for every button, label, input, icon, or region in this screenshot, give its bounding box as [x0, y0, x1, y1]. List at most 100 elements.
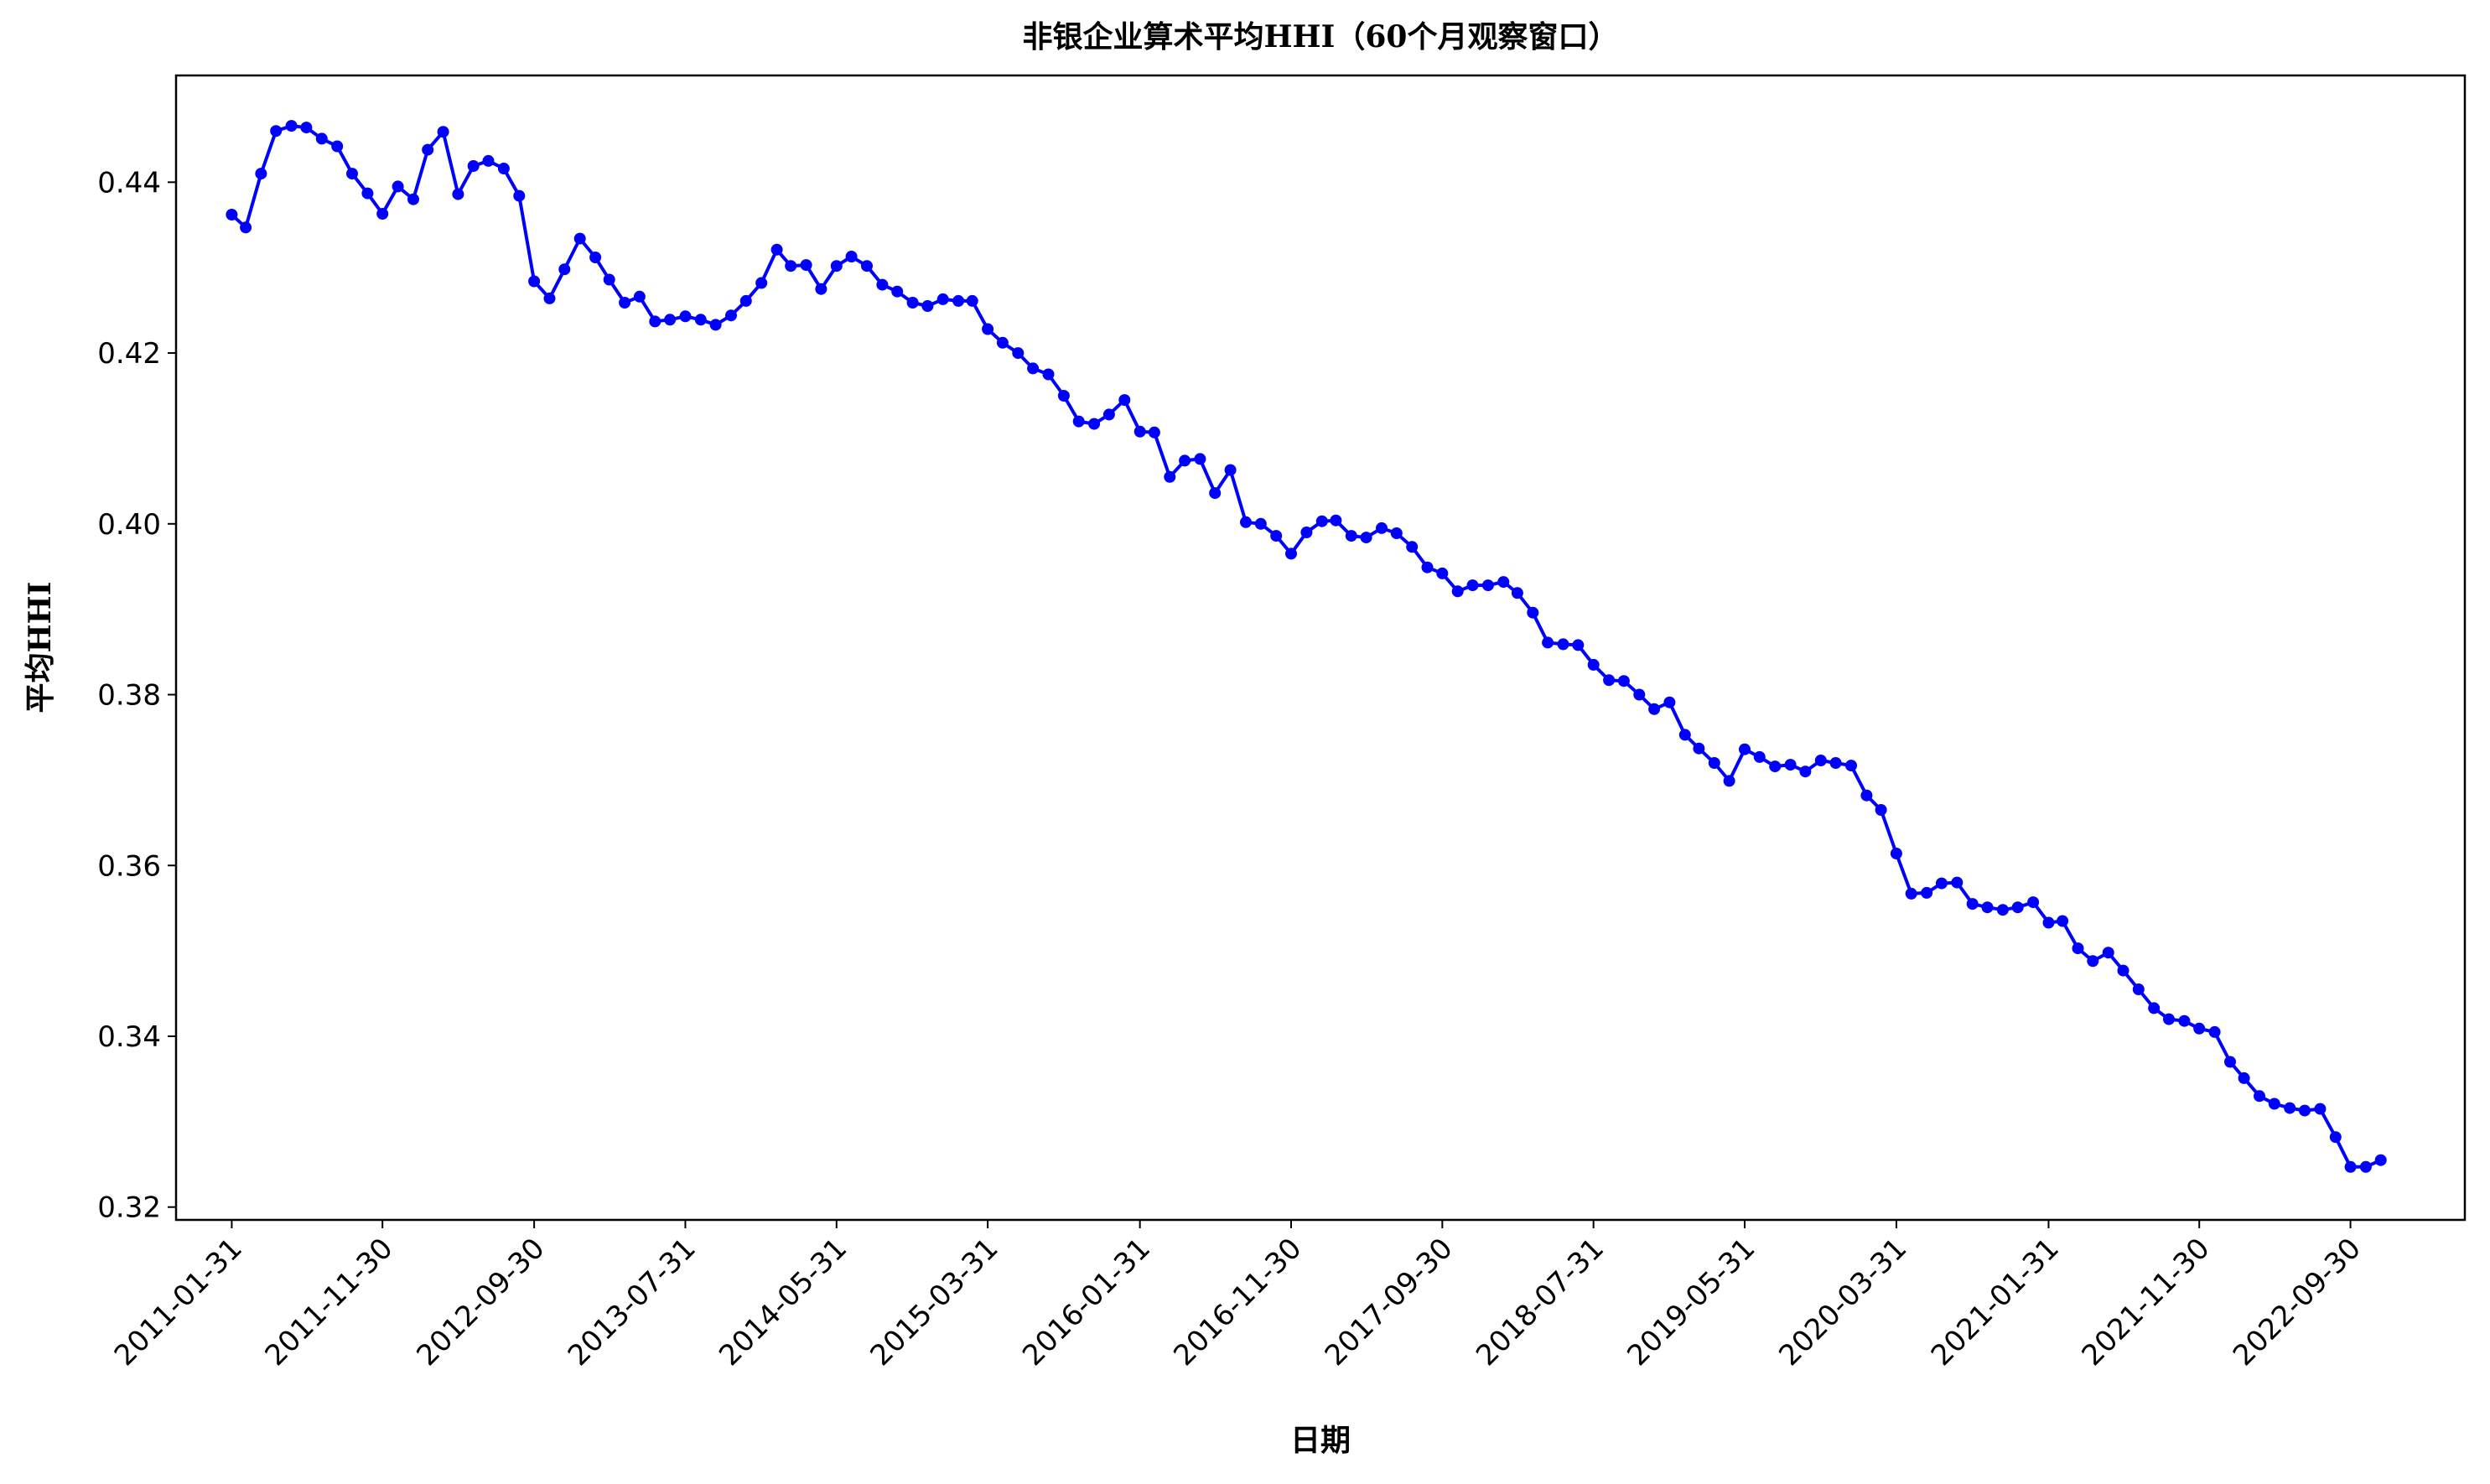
data-point — [1527, 606, 1539, 619]
data-point — [906, 297, 919, 309]
data-point — [300, 122, 313, 134]
data-point — [1451, 585, 1464, 598]
data-point — [1860, 789, 1873, 802]
data-point — [255, 168, 267, 180]
data-point — [1981, 901, 1994, 914]
data-point — [346, 168, 358, 180]
data-point — [603, 273, 615, 286]
data-point — [845, 251, 858, 262]
y-tick-label: 0.36 — [97, 849, 161, 883]
data-point — [1164, 470, 1176, 483]
data-point — [1133, 425, 1146, 438]
data-point — [1935, 877, 1948, 890]
data-point — [2208, 1025, 2221, 1038]
data-point — [830, 260, 843, 272]
data-point — [1057, 390, 1070, 402]
data-point — [1042, 368, 1055, 381]
data-point — [1905, 887, 1917, 900]
data-point — [966, 294, 978, 307]
data-point — [876, 278, 889, 291]
data-point — [226, 209, 238, 221]
data-point — [1723, 775, 1735, 787]
data-point — [1254, 517, 1267, 530]
data-point — [2087, 955, 2099, 968]
data-point — [1345, 530, 1357, 542]
data-point — [1088, 418, 1101, 430]
data-point — [2148, 1002, 2161, 1014]
data-point — [2224, 1056, 2236, 1068]
data-point — [1951, 876, 1963, 889]
data-point — [2163, 1013, 2175, 1025]
data-point — [513, 189, 526, 202]
data-point — [1376, 521, 1388, 534]
data-point — [1511, 587, 1523, 599]
data-point — [558, 263, 571, 276]
data-point — [285, 120, 298, 132]
data-point — [1708, 757, 1720, 769]
data-point — [1179, 454, 1191, 467]
data-point — [2238, 1071, 2250, 1084]
data-point — [1587, 658, 1600, 671]
data-point — [392, 180, 404, 193]
data-point — [921, 300, 934, 312]
data-point — [1102, 408, 1115, 421]
data-point — [1799, 765, 1812, 778]
data-point — [1224, 464, 1237, 476]
data-point — [2011, 901, 2024, 914]
data-point — [573, 232, 586, 245]
data-point — [664, 314, 677, 326]
data-point — [467, 160, 480, 172]
data-point — [1890, 848, 1902, 859]
data-point — [1390, 527, 1403, 539]
x-axis-title: 日期 — [1290, 1423, 1351, 1458]
data-point — [1436, 567, 1449, 579]
data-point — [982, 323, 994, 335]
data-point — [1481, 579, 1494, 592]
data-point — [497, 163, 510, 174]
data-point — [543, 292, 556, 304]
data-point — [2117, 964, 2129, 977]
data-point — [422, 143, 434, 156]
data-point — [619, 297, 631, 309]
data-point — [755, 277, 768, 289]
chart-title: 非银企业算术平均HHI（60个月观察窗口） — [1023, 19, 1619, 54]
data-point — [1360, 532, 1372, 544]
data-point — [1209, 487, 1222, 500]
data-point — [1663, 696, 1676, 708]
data-point — [2178, 1014, 2191, 1027]
data-point — [2359, 1160, 2372, 1173]
data-point — [1784, 759, 1797, 771]
y-tick-label: 0.44 — [97, 166, 161, 200]
data-point — [376, 208, 389, 220]
y-axis: 0.32 0.34 0.36 0.38 0.40 0.42 0.44 — [97, 166, 176, 1225]
data-point — [1421, 561, 1434, 573]
data-point — [2254, 1090, 2265, 1103]
data-point — [2027, 896, 2040, 909]
series-layer — [226, 120, 2387, 1173]
data-point — [2329, 1131, 2342, 1144]
data-point — [2193, 1022, 2206, 1035]
y-tick-label: 0.34 — [97, 1020, 161, 1054]
data-point — [1148, 426, 1160, 438]
data-point — [2344, 1160, 2357, 1173]
data-point — [1194, 453, 1206, 465]
data-point — [891, 285, 904, 298]
data-point — [1845, 760, 1857, 772]
data-point — [1753, 750, 1766, 763]
data-point — [1406, 541, 1419, 553]
data-point — [1557, 638, 1569, 651]
data-point — [1966, 898, 1979, 911]
data-point — [800, 259, 812, 272]
data-point — [1572, 639, 1585, 651]
data-point — [936, 293, 949, 305]
data-point — [437, 126, 449, 138]
data-point — [1678, 729, 1691, 741]
data-point — [2374, 1154, 2387, 1166]
data-point — [407, 193, 419, 205]
data-point — [361, 187, 374, 200]
data-point — [785, 260, 797, 272]
data-point — [1497, 576, 1510, 589]
data-point — [315, 132, 328, 145]
data-point — [1300, 527, 1313, 538]
